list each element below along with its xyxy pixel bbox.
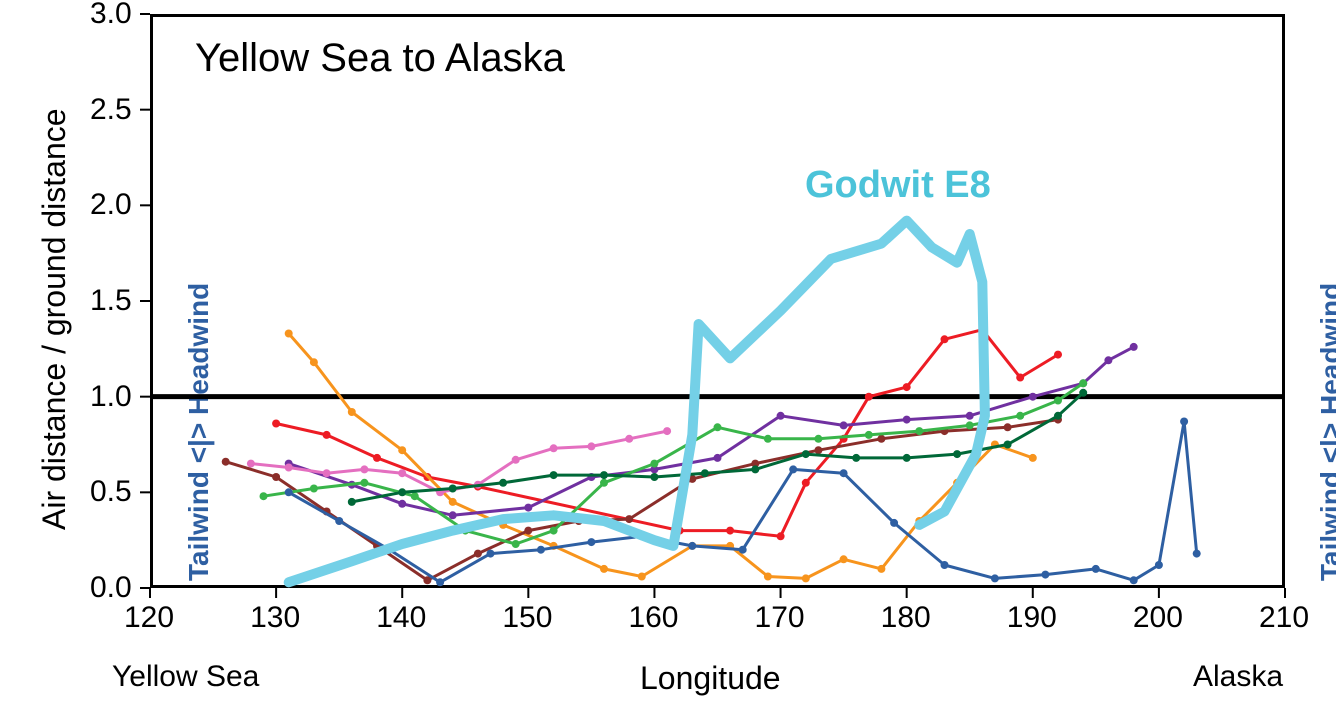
y-tick-label: 0.5 bbox=[90, 475, 132, 509]
x-tick-label: 160 bbox=[628, 601, 678, 635]
x-tick-label: 190 bbox=[1007, 601, 1057, 635]
x-tick-label: 140 bbox=[376, 601, 426, 635]
x-tick-label: 210 bbox=[1259, 601, 1309, 635]
x-tick-label: 170 bbox=[755, 601, 805, 635]
chart-stage: Air distance / ground distance Longitude… bbox=[0, 0, 1336, 716]
y-tick-label: 1.0 bbox=[90, 380, 132, 414]
x-tick-label: 120 bbox=[124, 601, 174, 635]
y-tick-label: 2.5 bbox=[90, 93, 132, 127]
y-tick-label: 3.0 bbox=[90, 0, 132, 31]
y-tick-label: 2.0 bbox=[90, 188, 132, 222]
x-tick-label: 200 bbox=[1133, 601, 1183, 635]
y-tick-label: 0.0 bbox=[90, 571, 132, 605]
x-tick-label: 150 bbox=[502, 601, 552, 635]
x-tick-label: 180 bbox=[881, 601, 931, 635]
y-tick-label: 1.5 bbox=[90, 284, 132, 318]
x-tick-label: 130 bbox=[250, 601, 300, 635]
